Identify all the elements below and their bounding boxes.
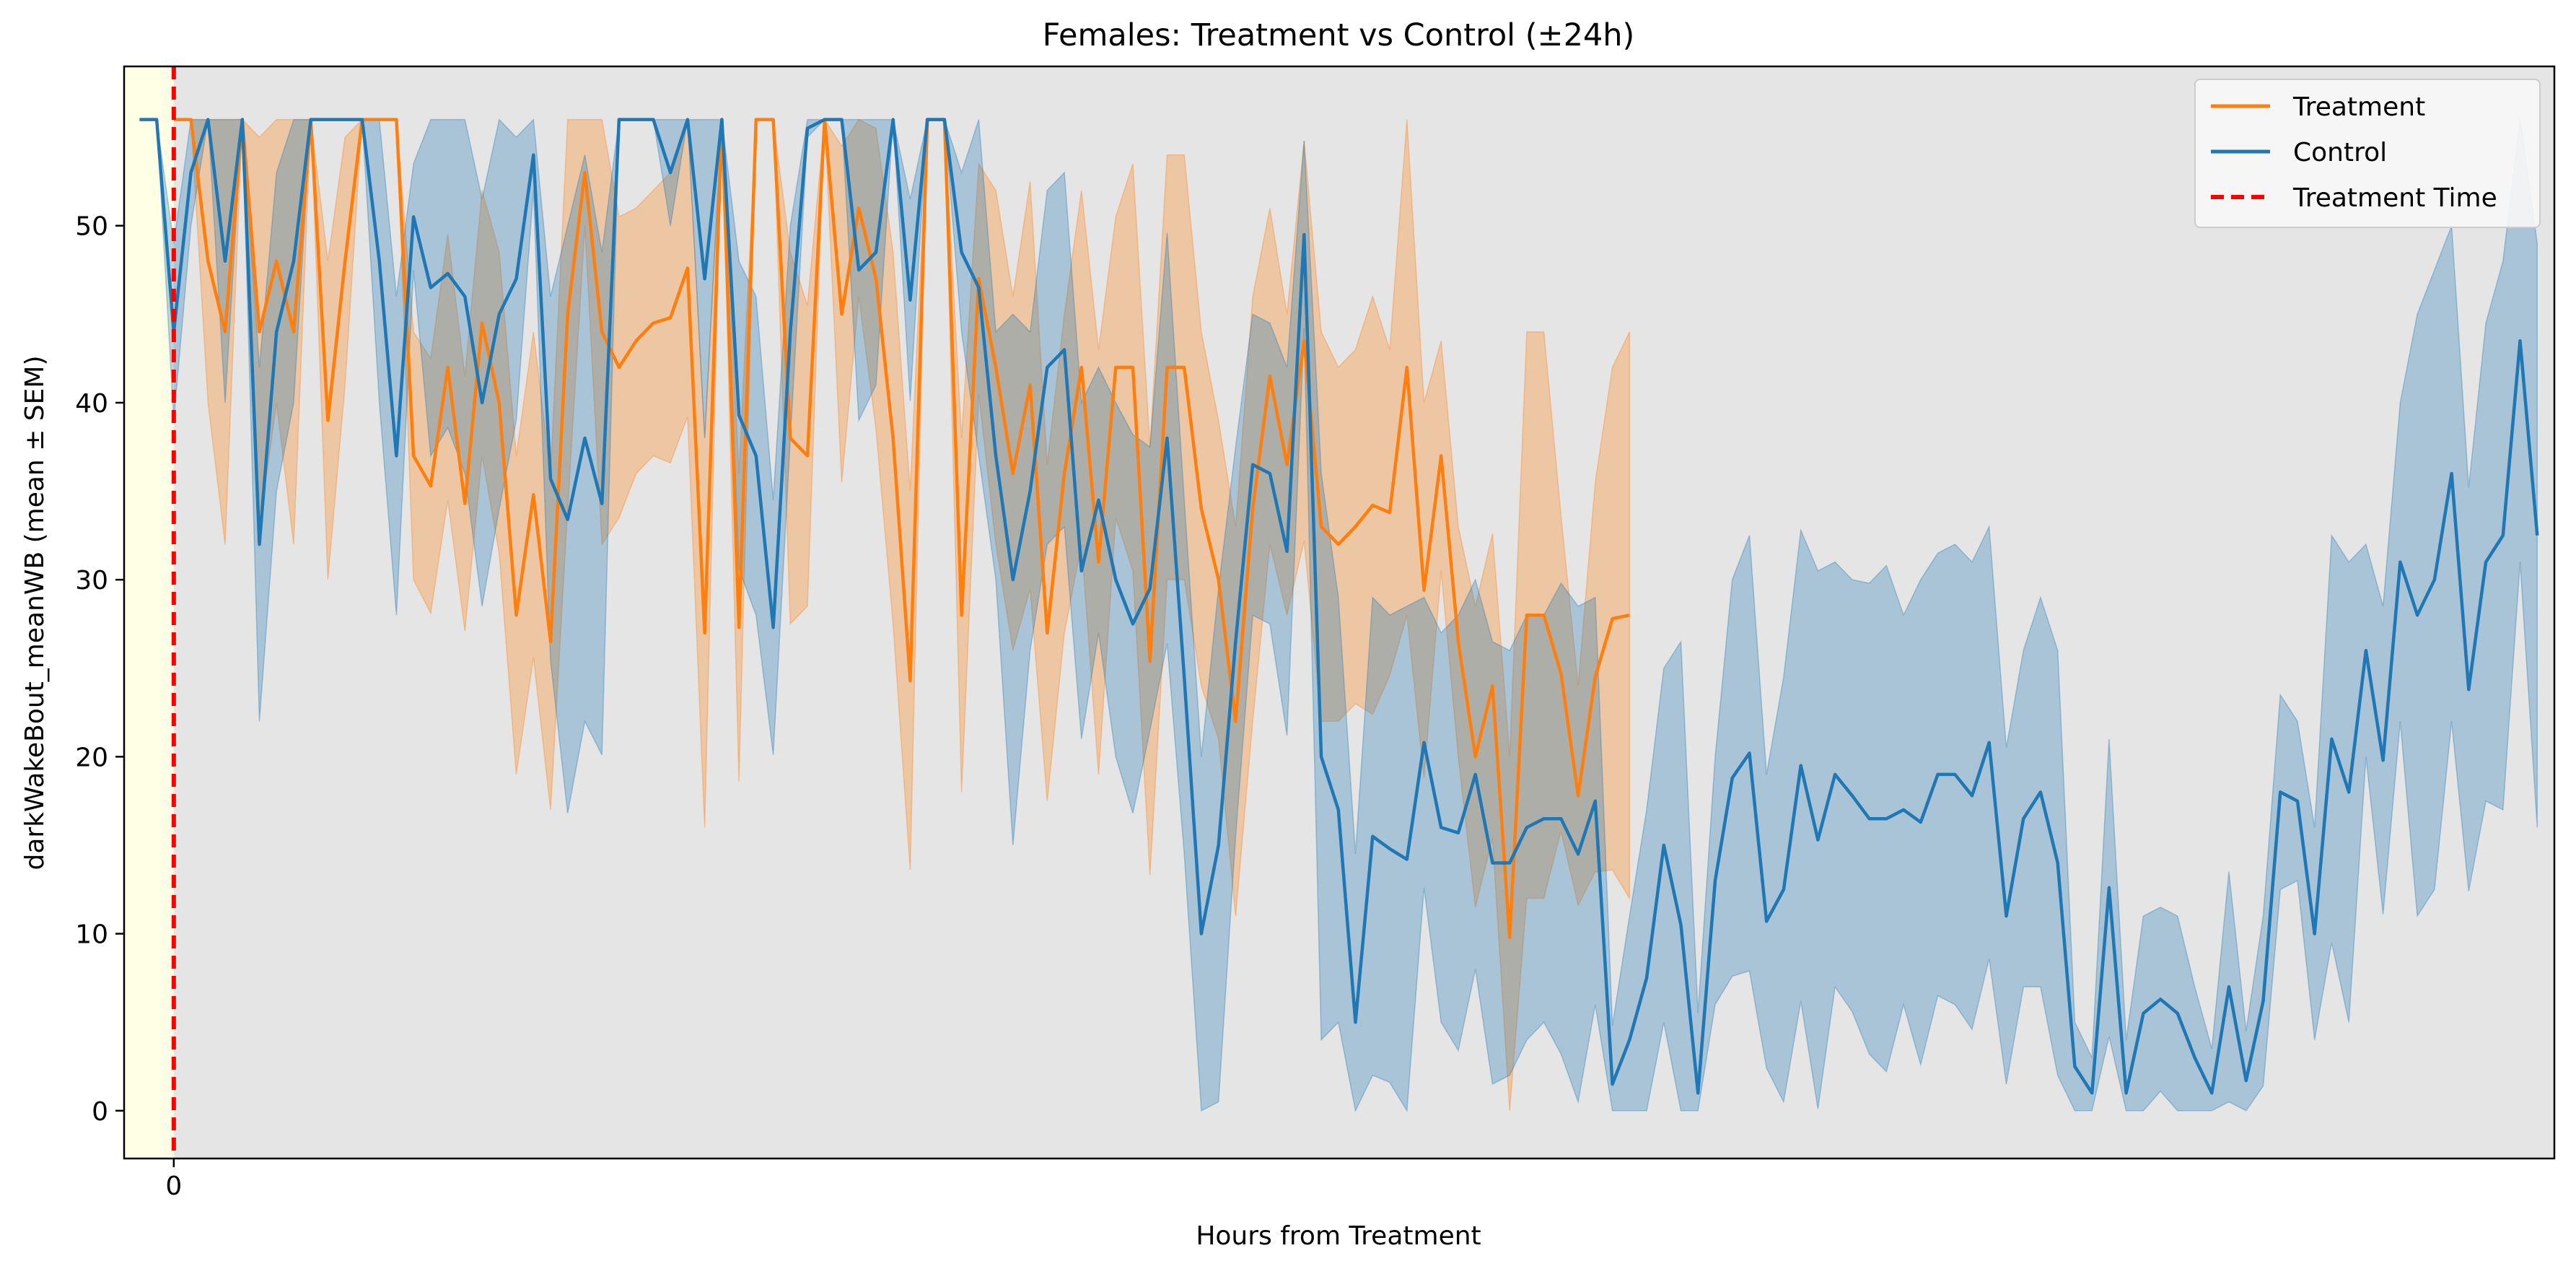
y-axis: 0 10 20 30 40 50 (75, 212, 124, 1127)
treatment-sem-band (173, 118, 1631, 1111)
x-axis-label: Hours from Treatment (1196, 1221, 1481, 1251)
y-tick-label: 0 (92, 1097, 108, 1127)
y-tick-label: 20 (75, 743, 108, 772)
y-tick-label: 40 (75, 389, 108, 419)
y-tick-label: 30 (75, 566, 108, 595)
x-tick-label: 0 (165, 1172, 182, 1201)
mean-lines (139, 118, 2539, 1095)
y-axis-label: darkWakeBout_meanWB (mean ± SEM) (20, 355, 50, 870)
plot-frame (123, 65, 2556, 1160)
y-tick-label: 10 (75, 920, 108, 950)
legend-treatment-time-label: Treatment Time (2292, 183, 2497, 213)
legend-box (2194, 79, 2541, 228)
x-axis: 0 (165, 1159, 182, 1201)
legend: Treatment Control Treatment Time (2194, 79, 2541, 228)
y-tick-label: 50 (75, 212, 108, 242)
legend-treatment-label: Treatment (2292, 92, 2425, 122)
legend-control-label: Control (2293, 138, 2387, 167)
chart-title: Females: Treatment vs Control (±24h) (1043, 17, 1635, 53)
treatment-mean-line (173, 118, 1630, 939)
plot-area (124, 66, 2554, 1159)
control-mean-line (139, 118, 2539, 1095)
